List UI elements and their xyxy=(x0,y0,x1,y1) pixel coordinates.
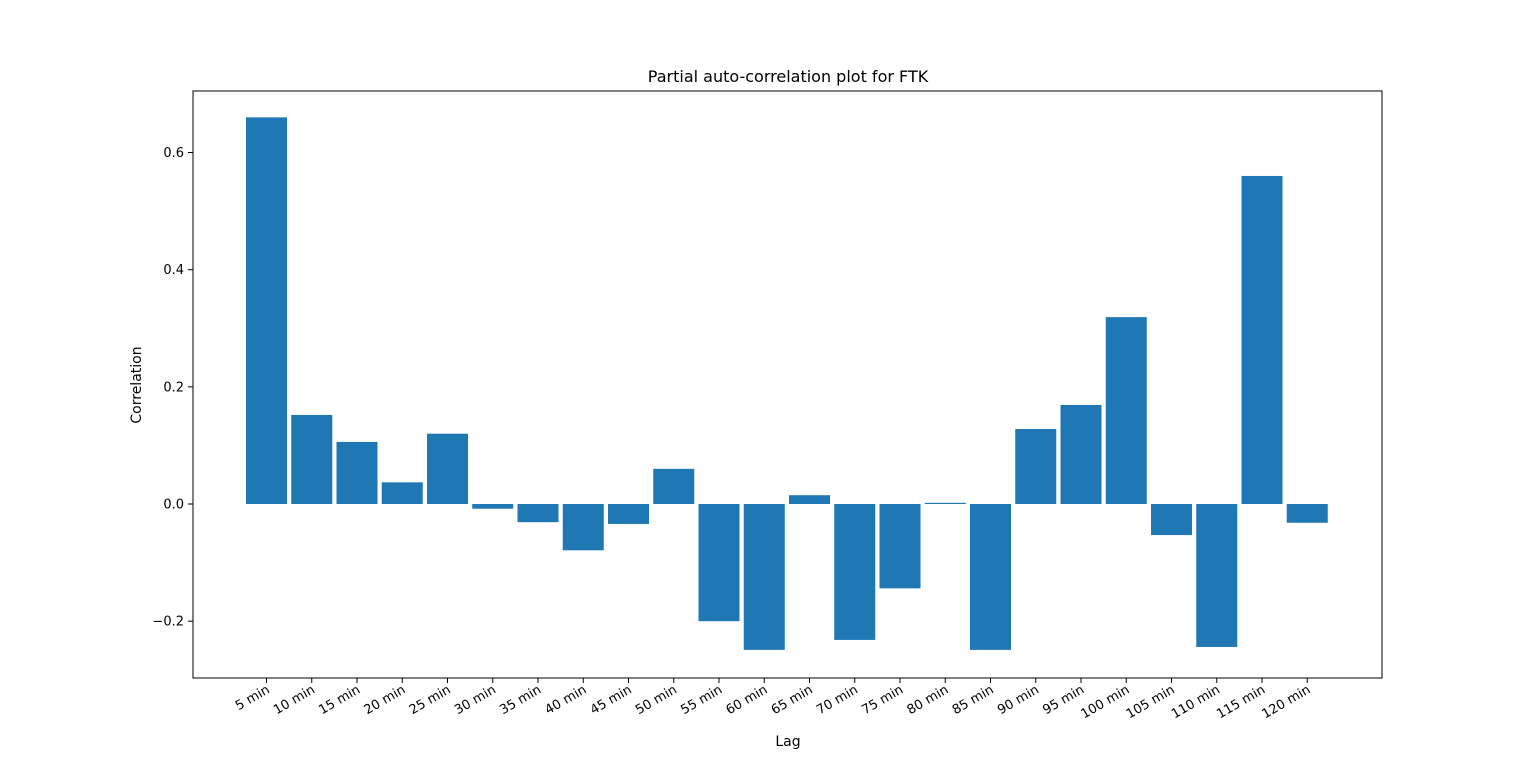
plot-frame xyxy=(192,90,1383,679)
y-axis-label: Correlation xyxy=(129,346,145,423)
chart-title: Partial auto-correlation plot for FTK xyxy=(648,67,929,86)
bar xyxy=(789,495,830,505)
x-tick-label: 50 min xyxy=(633,682,680,718)
x-tick-label: 5 min xyxy=(233,682,272,713)
bars-layer xyxy=(246,117,1328,650)
x-tick-label: 100 min xyxy=(1078,682,1132,722)
bar xyxy=(336,441,378,505)
x-tick-label: 15 min xyxy=(316,682,363,718)
x-tick-label: 85 min xyxy=(950,682,997,718)
bar xyxy=(743,504,785,650)
bar xyxy=(562,504,604,551)
bar xyxy=(291,414,333,505)
x-tick-label: 55 min xyxy=(678,682,725,718)
bar xyxy=(472,504,514,509)
bar xyxy=(1105,317,1147,505)
bar xyxy=(1196,504,1238,647)
bar xyxy=(879,504,921,589)
x-tick-label: 120 min xyxy=(1259,682,1313,722)
y-axis: −0.2 0.0 0.2 0.4 0.6 xyxy=(152,146,193,630)
bar xyxy=(1241,175,1283,505)
bar xyxy=(653,468,695,505)
bar xyxy=(1151,504,1192,536)
x-tick-label: 40 min xyxy=(543,682,590,718)
x-tick-label: 110 min xyxy=(1169,682,1223,722)
x-tick-label: 35 min xyxy=(497,682,544,718)
x-tick-label: 10 min xyxy=(271,682,318,718)
x-axis-label: Lag xyxy=(775,734,800,750)
x-tick-label: 80 min xyxy=(905,682,952,718)
bar xyxy=(698,504,740,622)
x-tick-label: 20 min xyxy=(362,682,409,718)
bar xyxy=(924,502,966,505)
y-tick-label: 0.2 xyxy=(163,380,184,395)
x-tick-label: 75 min xyxy=(859,682,906,718)
bar xyxy=(1015,429,1057,505)
bar xyxy=(381,482,423,505)
x-tick-label: 25 min xyxy=(407,682,454,718)
x-tick-label: 60 min xyxy=(724,682,771,718)
bar xyxy=(608,504,649,524)
x-tick-label: 65 min xyxy=(769,682,816,718)
y-tick-label: −0.2 xyxy=(152,615,184,630)
x-tick-label: 30 min xyxy=(452,682,499,718)
x-tick-label: 105 min xyxy=(1124,682,1178,722)
bar xyxy=(427,433,468,505)
bar xyxy=(1286,504,1328,523)
x-tick-label: 70 min xyxy=(814,682,861,718)
bar xyxy=(834,504,876,640)
bar xyxy=(246,117,287,505)
y-tick-label: 0.6 xyxy=(163,146,184,161)
bar xyxy=(970,504,1011,650)
y-tick-label: 0.0 xyxy=(163,498,184,513)
bar xyxy=(1060,405,1102,504)
x-tick-label: 90 min xyxy=(995,682,1042,718)
y-tick-label: 0.4 xyxy=(163,263,184,278)
x-tick-label: 45 min xyxy=(588,682,635,718)
x-tick-label: 115 min xyxy=(1214,682,1268,722)
bar xyxy=(517,504,559,523)
